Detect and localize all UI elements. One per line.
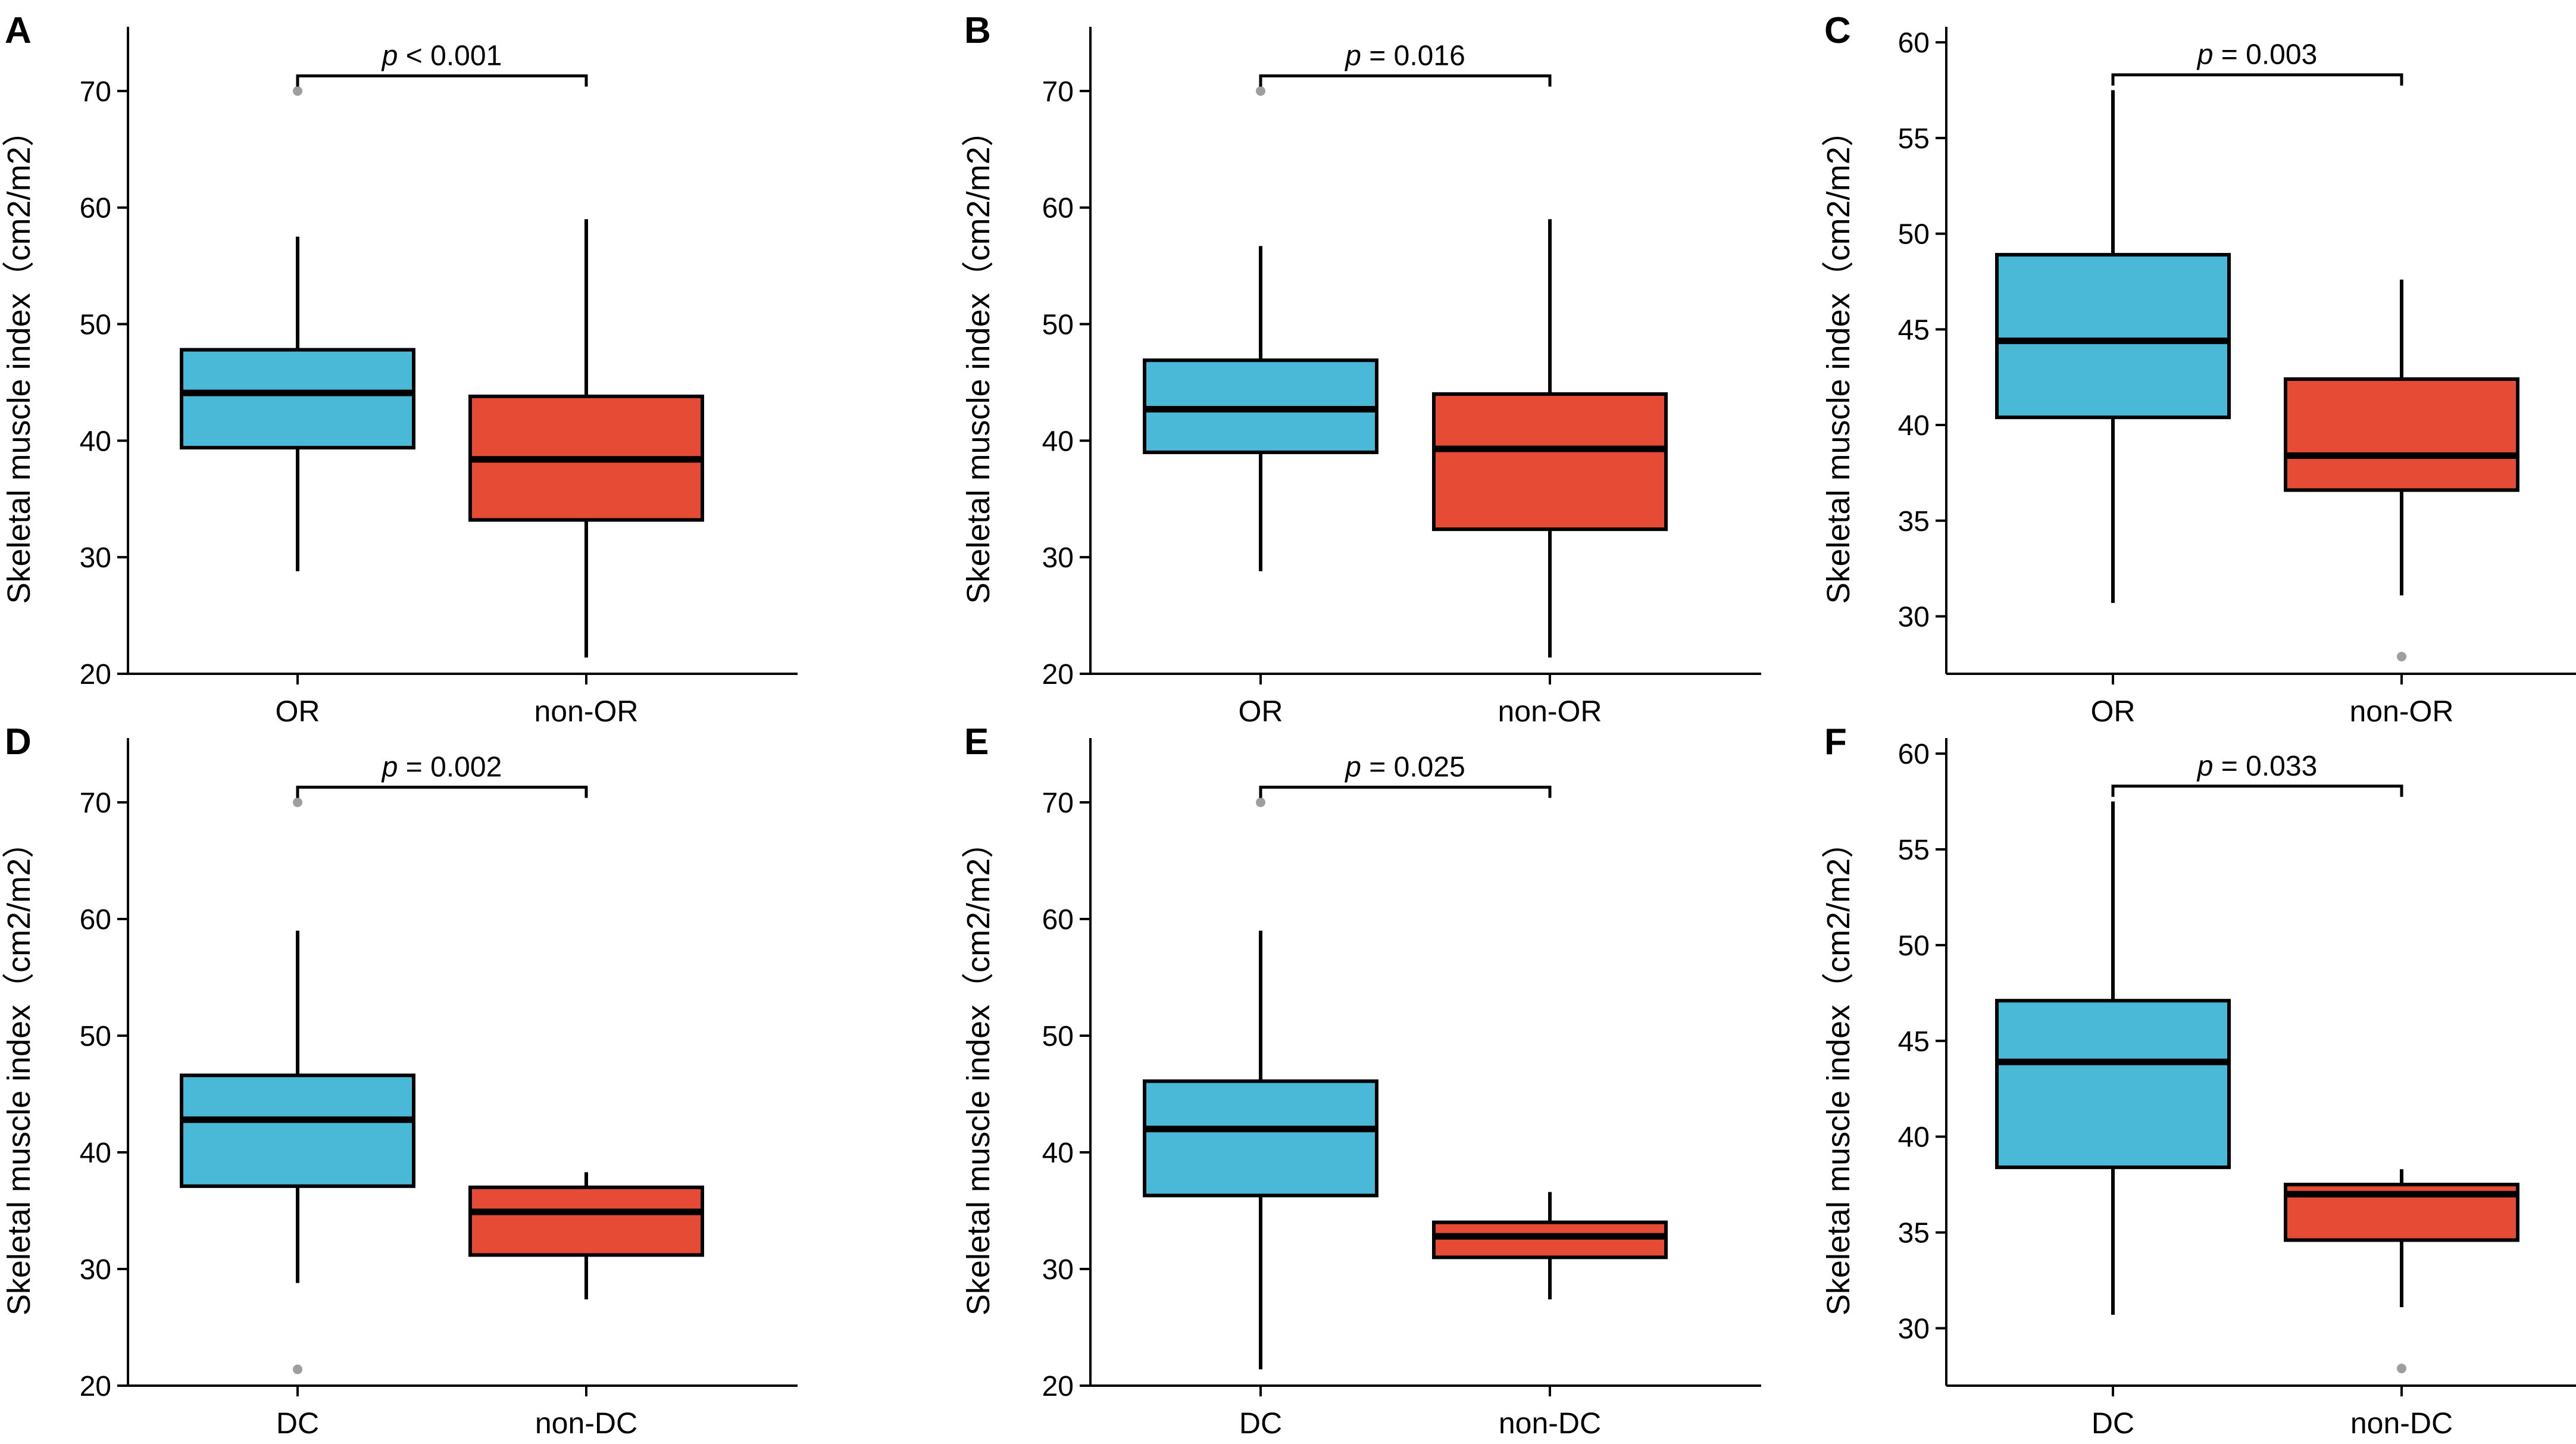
- p-value-label: p < 0.001: [381, 40, 502, 71]
- x-tick-label: OR: [276, 695, 320, 728]
- p-value-label: p = 0.002: [381, 752, 502, 783]
- outlier-point: [293, 1364, 302, 1374]
- y-tick-label: 20: [80, 1371, 111, 1402]
- y-tick-label: 40: [80, 426, 111, 457]
- x-tick-label: non-OR: [2349, 695, 2453, 728]
- y-tick-label: 20: [80, 659, 111, 690]
- y-tick-label: 30: [1042, 542, 1074, 574]
- y-tick-label: 40: [1898, 1122, 1930, 1154]
- y-tick-label: 50: [80, 1021, 111, 1052]
- significance-bracket: [1259, 74, 1552, 87]
- y-tick-label: 40: [1042, 1137, 1074, 1169]
- panel-b: B 20 30 40 50 60 70 OR non-OR Skeletal muscle ind…: [961, 10, 1761, 728]
- x-tick-label: OR: [2091, 695, 2136, 728]
- y-tick-label: 70: [1042, 76, 1074, 108]
- box-non-or: [1432, 392, 1668, 532]
- outlier-point: [1256, 798, 1265, 807]
- y-tick-label: 35: [1898, 1218, 1930, 1249]
- y-tick-label: 70: [80, 787, 111, 819]
- panel-d: D 20 30 40 50 60 70 DC non-DC Skeletal muscle ind…: [1, 721, 798, 1440]
- x-tick-label: non-DC: [1499, 1407, 1601, 1440]
- x-tick-label: DC: [276, 1407, 319, 1440]
- box-non-or: [2284, 377, 2519, 492]
- panel-letter-a: A: [5, 10, 32, 51]
- y-tick-label: 60: [1898, 27, 1930, 59]
- p-value-label: p = 0.016: [1344, 40, 1465, 71]
- x-tick-label: OR: [1239, 695, 1283, 728]
- y-axis-label: Skeletal muscle index（cm2/m2）: [1821, 826, 1856, 1315]
- panel-letter-c: C: [1824, 10, 1851, 51]
- x-tick-label: DC: [1239, 1407, 1282, 1440]
- panel-a: A 20 30 40 50 60 70 OR non-OR Skeletal muscle ind…: [1, 10, 798, 728]
- significance-bracket: [296, 786, 588, 798]
- significance-bracket: [1259, 786, 1552, 798]
- significance-bracket: [296, 74, 588, 87]
- y-axis-label: Skeletal muscle index（cm2/m2）: [1, 826, 37, 1315]
- box-dc: [180, 1073, 415, 1188]
- y-tick-label: 55: [1898, 834, 1930, 866]
- y-tick-label: 30: [1898, 602, 1930, 633]
- y-tick-label: 50: [1898, 219, 1930, 251]
- box-non-dc: [1432, 1220, 1668, 1259]
- y-tick-label: 55: [1898, 123, 1930, 155]
- y-tick-label: 30: [1042, 1254, 1074, 1286]
- panel-c: C 30 35 40 45 50 55 60 OR non-OR Skeletal muscle i…: [1821, 10, 2576, 728]
- x-tick-label: non-OR: [1498, 695, 1602, 728]
- panel-letter-f: F: [1824, 721, 1847, 762]
- outlier-point: [293, 798, 302, 807]
- box-or: [1995, 252, 2231, 420]
- y-tick-label: 40: [1898, 410, 1930, 442]
- y-tick-label: 20: [1042, 1371, 1074, 1402]
- panel-f: F 30 35 40 45 50 55 60 DC non-DC Skeletal muscle i…: [1821, 721, 2576, 1440]
- y-tick-label: 45: [1898, 314, 1930, 346]
- x-tick-label: non-DC: [2350, 1407, 2453, 1440]
- y-tick-label: 60: [1042, 193, 1074, 224]
- y-tick-label: 50: [1898, 930, 1930, 962]
- y-tick-label: 70: [1042, 787, 1074, 819]
- x-tick-label: non-OR: [534, 695, 638, 728]
- y-tick-label: 45: [1898, 1026, 1930, 1058]
- y-tick-label: 30: [80, 542, 111, 574]
- y-tick-label: 60: [1898, 739, 1930, 770]
- y-tick-label: 20: [1042, 659, 1074, 690]
- outlier-point: [1256, 86, 1265, 96]
- y-tick-label: 60: [1042, 904, 1074, 936]
- y-tick-label: 30: [80, 1254, 111, 1286]
- outlier-point: [2397, 652, 2406, 662]
- p-value-label: p = 0.003: [2196, 39, 2318, 71]
- y-tick-label: 30: [1898, 1313, 1930, 1345]
- y-tick-label: 60: [80, 904, 111, 936]
- y-tick-label: 40: [80, 1137, 111, 1169]
- y-tick-label: 50: [1042, 310, 1074, 341]
- y-axis-label: Skeletal muscle index（cm2/m2）: [961, 826, 996, 1315]
- panel-letter-d: D: [5, 721, 32, 762]
- y-axis-label: Skeletal muscle index（cm2/m2）: [1, 114, 37, 604]
- significance-bracket: [2111, 73, 2403, 86]
- box-dc: [1143, 1079, 1378, 1198]
- box-non-dc: [468, 1185, 704, 1257]
- p-value-label: p = 0.025: [1344, 752, 1465, 783]
- y-tick-label: 40: [1042, 426, 1074, 457]
- box-or: [180, 348, 415, 450]
- p-value-label: p = 0.033: [2196, 751, 2318, 782]
- outlier-point: [2397, 1364, 2406, 1374]
- y-tick-label: 50: [1042, 1021, 1074, 1052]
- y-tick-label: 35: [1898, 506, 1930, 537]
- panel-letter-e: E: [964, 721, 989, 762]
- x-tick-label: non-DC: [535, 1407, 637, 1440]
- y-tick-label: 60: [80, 193, 111, 224]
- y-tick-label: 70: [80, 76, 111, 108]
- y-axis-label: Skeletal muscle index（cm2/m2）: [961, 114, 996, 604]
- significance-bracket: [2111, 784, 2403, 797]
- outlier-point: [293, 86, 302, 96]
- panel-e: E 20 30 40 50 60 70 DC non-DC Skeletal muscle ind…: [961, 721, 1761, 1440]
- y-tick-label: 50: [80, 310, 111, 341]
- x-tick-label: DC: [2092, 1407, 2134, 1440]
- panel-letter-b: B: [964, 10, 991, 51]
- y-axis-label: Skeletal muscle index（cm2/m2）: [1821, 114, 1856, 604]
- box-dc: [1995, 999, 2231, 1170]
